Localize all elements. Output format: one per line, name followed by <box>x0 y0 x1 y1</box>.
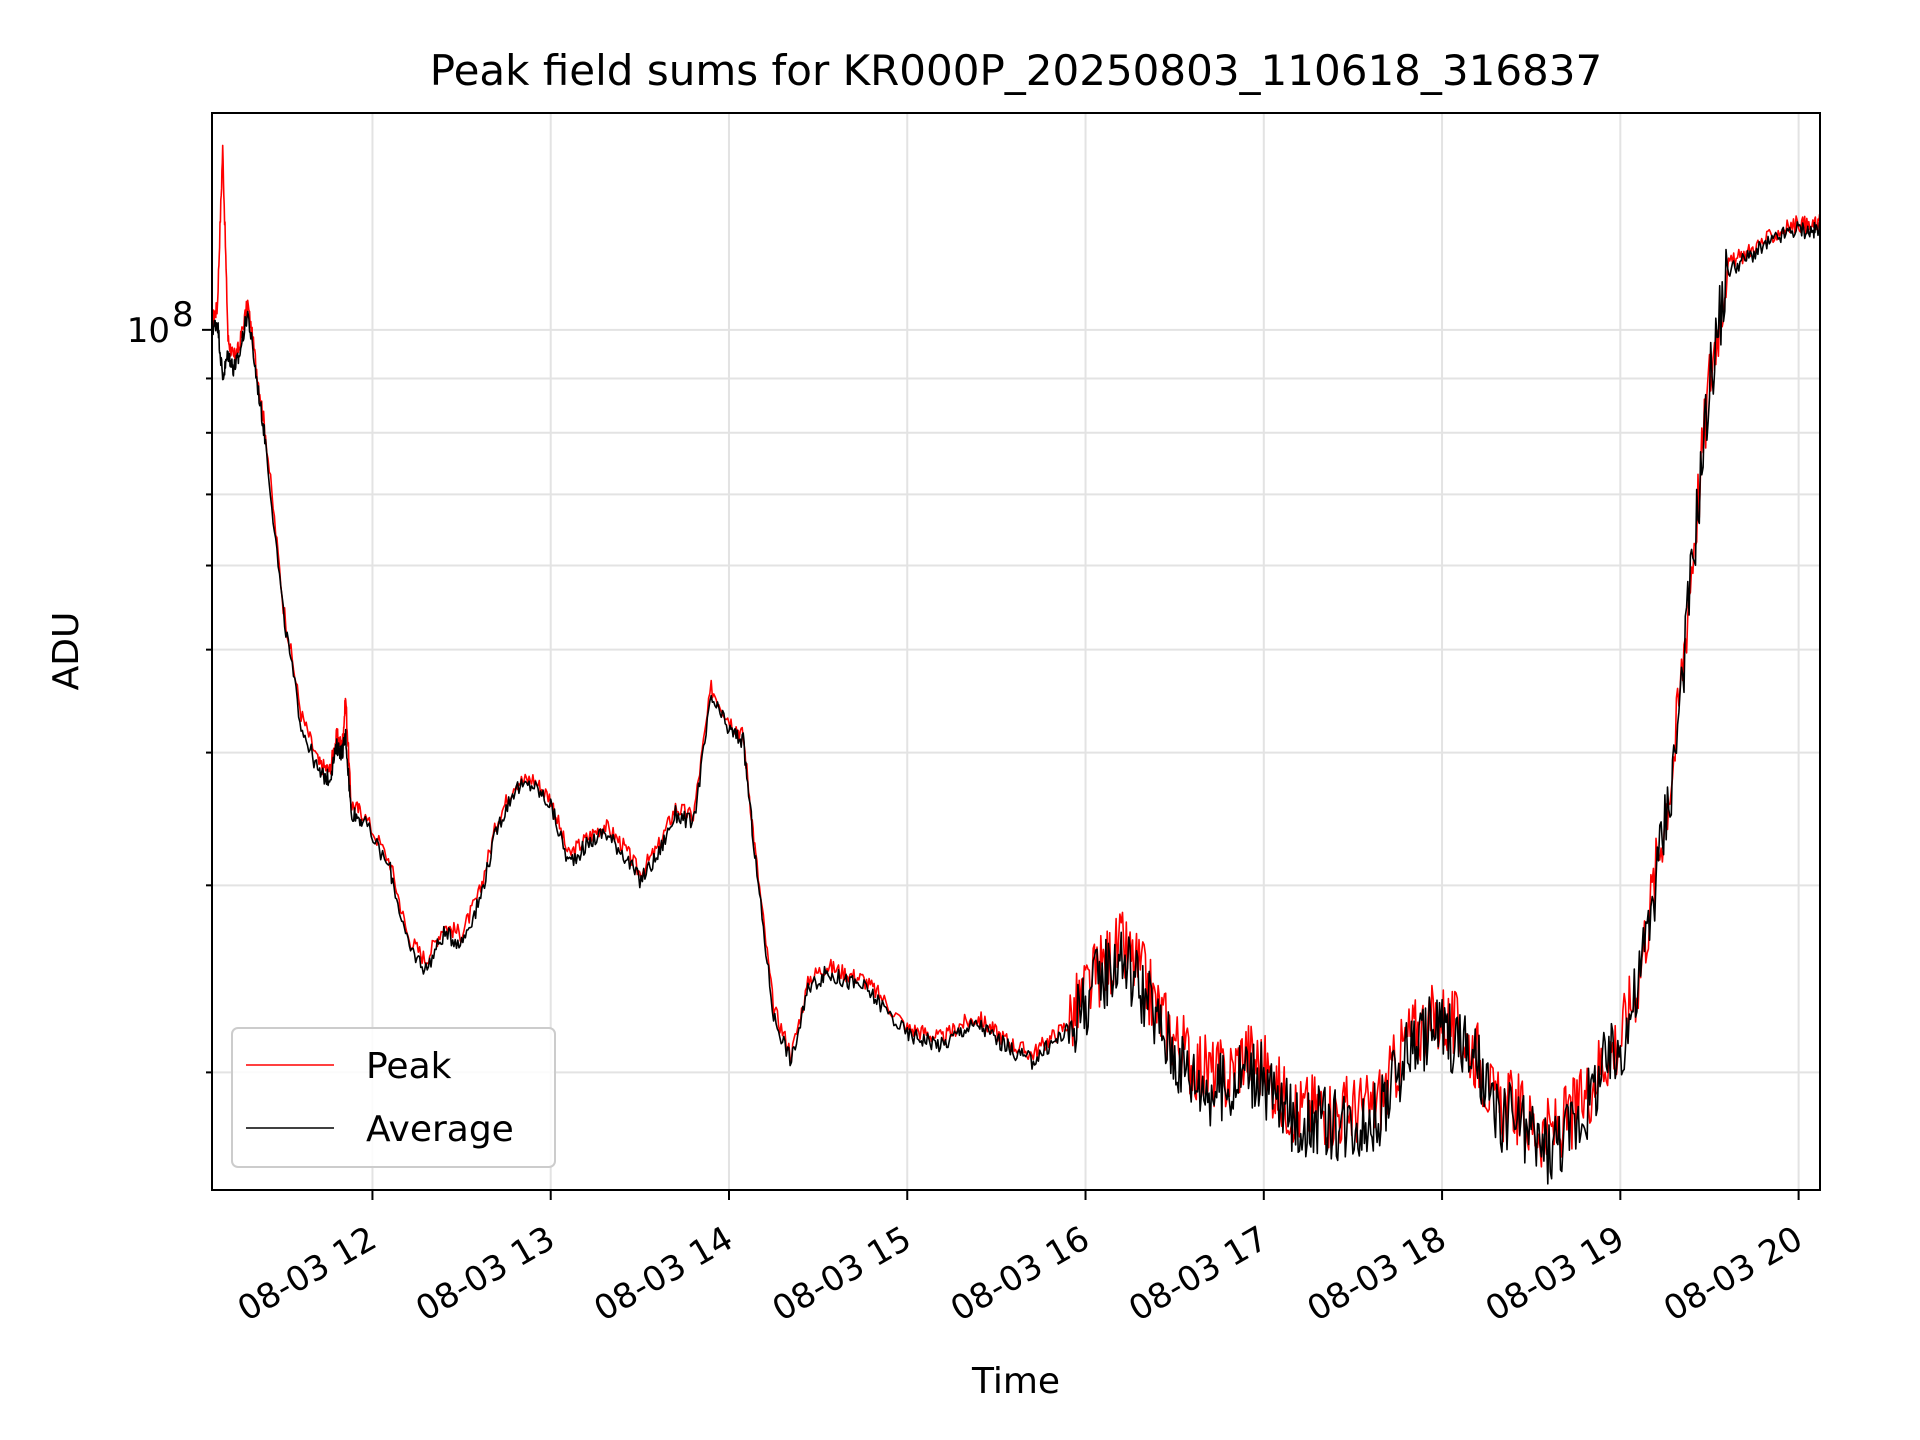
legend: Peak Average <box>231 1027 556 1168</box>
y-tick-label-exponent: 8 <box>172 295 194 335</box>
y-axis-label: ADU <box>46 612 87 691</box>
x-axis-label: Time <box>971 1361 1060 1402</box>
legend-box <box>231 1027 556 1168</box>
plot-frame <box>211 112 1821 1191</box>
y-tick-label: 10 <box>127 311 170 351</box>
chart-title: Peak field sums for KR000P_20250803_1106… <box>430 46 1602 95</box>
legend-label-peak: Peak <box>366 1046 452 1087</box>
series-layer <box>211 144 1821 1185</box>
series-line-average <box>211 221 1821 1185</box>
legend-label-average: Average <box>366 1109 514 1150</box>
